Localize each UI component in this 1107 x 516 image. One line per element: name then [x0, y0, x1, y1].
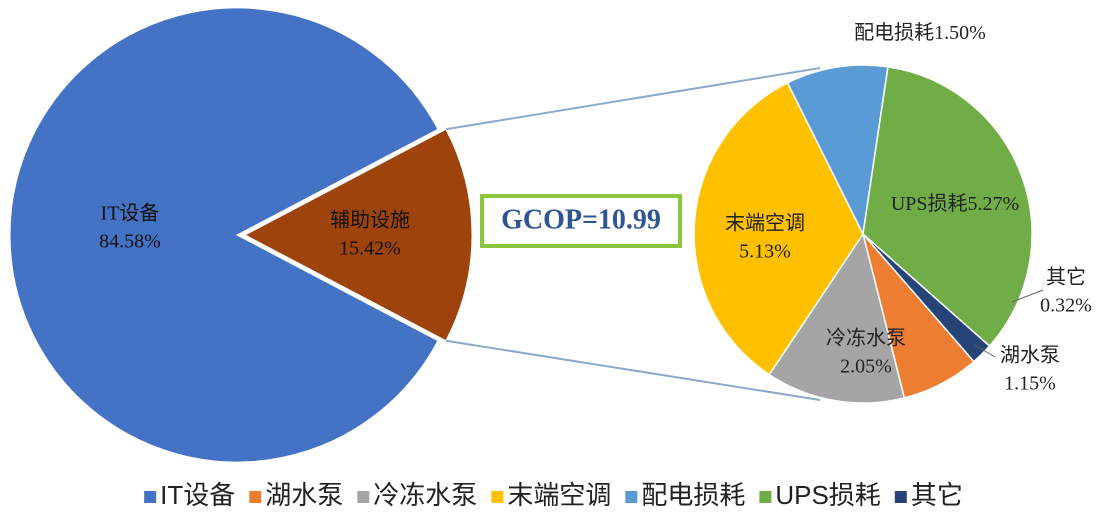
legend-swatch: [357, 491, 370, 503]
pie-slice: [243, 128, 473, 342]
slice-label: 配电损耗1.50%: [854, 21, 986, 44]
legend-swatch: [894, 491, 907, 503]
slice-label: 湖水泵: [1000, 344, 1060, 367]
legend-label: 冷冻水泵: [373, 480, 477, 510]
legend-label: 末端空调: [507, 480, 611, 510]
connector-line: [445, 339, 821, 401]
pie-slice: [862, 233, 991, 363]
slice-name: 配电损耗: [854, 21, 934, 44]
pie-slice: [862, 66, 1033, 348]
pie-slice: [9, 7, 439, 463]
slice-label: 辅助设施: [330, 209, 410, 232]
connector-line: [445, 67, 821, 131]
legend: IT设备 湖水泵 冷冻水泵 末端空调 配电损耗 UPS损耗 其它: [144, 480, 963, 510]
legend-label: IT设备: [160, 480, 235, 510]
slice-label: 末端空调: [725, 212, 805, 235]
pie-slice: [786, 64, 889, 237]
legend-label: 配电损耗: [641, 480, 745, 510]
slice-label: UPS损耗5.27%: [891, 192, 1019, 215]
slice-label: IT设备: [101, 202, 160, 225]
slice-label: 冷冻水泵: [826, 327, 906, 350]
annotation-box: [480, 194, 682, 248]
slice-value: 15.42%: [339, 238, 401, 260]
annotation: GCOP=10.99: [501, 204, 661, 235]
pie-slice: [693, 81, 864, 376]
legend-label: 其它: [911, 480, 963, 510]
pie-slice: [768, 232, 906, 404]
slice-value: 2.05%: [840, 356, 892, 378]
slice-value: 84.58%: [99, 231, 161, 253]
slice-value: 5.13%: [739, 241, 791, 263]
legend-swatch: [491, 491, 504, 503]
slice-value: 1.50%: [934, 22, 986, 44]
slice-value: 5.27%: [968, 193, 1020, 215]
legend-swatch: [625, 491, 638, 503]
legend-label: UPS损耗: [775, 480, 880, 510]
slice-value: 1.15%: [1004, 373, 1056, 395]
legend-label: 湖水泵: [265, 480, 343, 510]
slice-label: 其它: [1046, 266, 1086, 289]
leader-line: [1011, 289, 1044, 303]
slice-name: UPS损耗: [891, 192, 968, 215]
legend-swatch: [759, 491, 772, 503]
slice-value: 0.32%: [1040, 295, 1092, 317]
legend-swatch: [144, 491, 157, 503]
legend-swatch: [249, 491, 262, 503]
leader-line: [974, 344, 996, 358]
